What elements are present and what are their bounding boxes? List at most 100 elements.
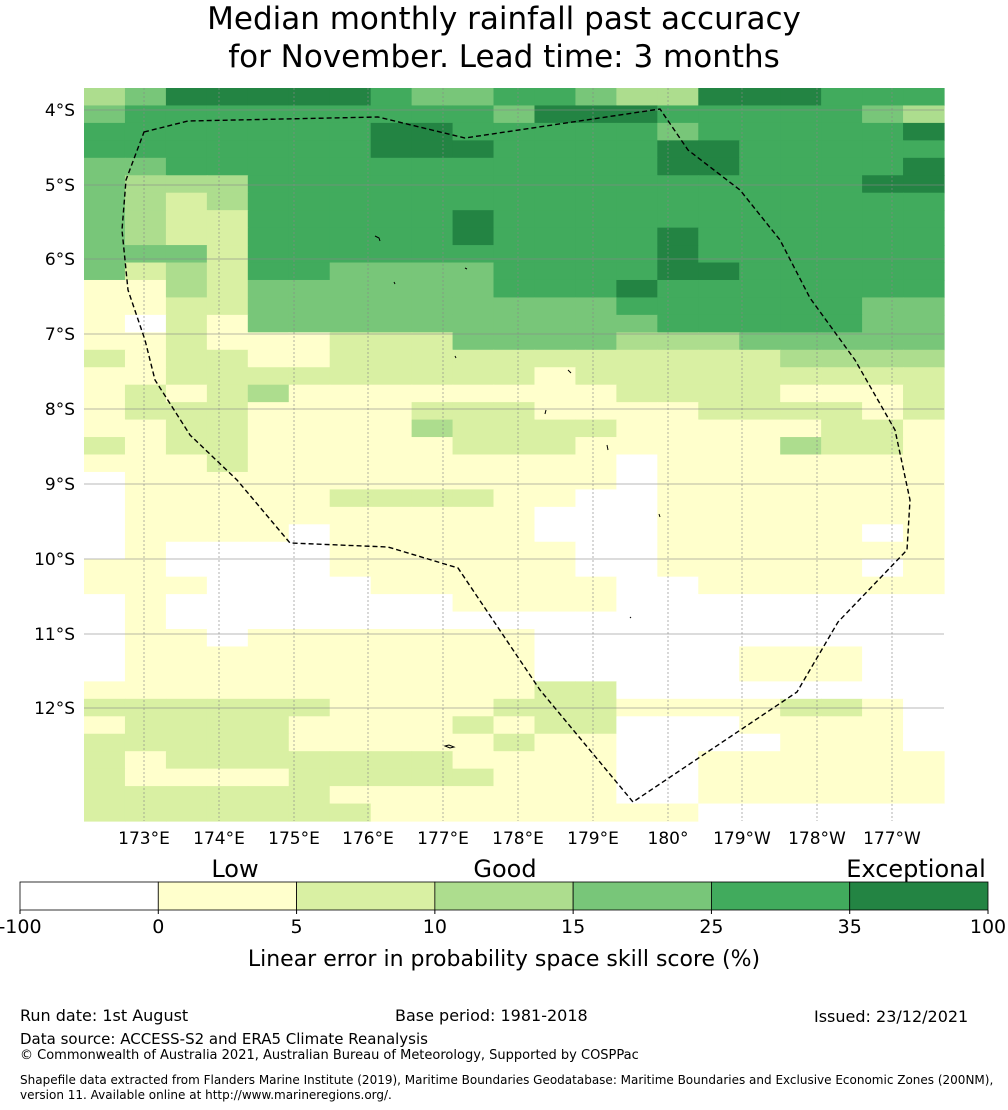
- grid-cell: [493, 786, 536, 805]
- grid-cell: [206, 751, 249, 770]
- grid-cell: [575, 88, 617, 107]
- grid-cell: [411, 629, 454, 648]
- grid-cell: [780, 437, 822, 456]
- grid-cell: [534, 559, 577, 578]
- grid-cell: [903, 332, 945, 351]
- grid-cell: [411, 559, 454, 578]
- grid-cell: [493, 471, 536, 490]
- grid-cell: [370, 471, 413, 490]
- grid-cell: [616, 279, 658, 299]
- grid-cell: [616, 297, 658, 316]
- grid-cell: [821, 262, 863, 281]
- grid-cell: [124, 716, 167, 735]
- grid-cell: [575, 803, 617, 822]
- legend-swatch: [19, 881, 159, 911]
- grid-cell: [616, 681, 658, 700]
- grid-cell: [288, 175, 331, 194]
- grid-cell: [739, 227, 781, 246]
- grid-cell: [84, 681, 126, 700]
- grid-cell: [657, 314, 699, 333]
- grid-cell: [329, 803, 372, 822]
- legend-swatch: [849, 881, 989, 911]
- grid-cell: [862, 559, 904, 578]
- grid-cell: [903, 716, 945, 735]
- grid-cell: [288, 716, 331, 735]
- grid-cell: [247, 733, 290, 752]
- grid-cell: [411, 786, 454, 805]
- grid-cell: [370, 297, 413, 316]
- grid-cell: [739, 611, 781, 630]
- grid-cell: [657, 349, 699, 368]
- grid-cell: [124, 524, 167, 543]
- grid-cell: [739, 768, 781, 787]
- grid-cell: [452, 611, 495, 630]
- grid-cell: [84, 122, 126, 141]
- grid-cell: [739, 663, 781, 682]
- grid-cell: [575, 786, 617, 805]
- grid-cell: [575, 210, 617, 229]
- legend-category-label: Good: [473, 855, 536, 883]
- grid-cell: [452, 768, 495, 787]
- grid-cell: [370, 314, 413, 333]
- grid-cell: [84, 646, 126, 665]
- grid-cell: [616, 122, 658, 141]
- grid-cell: [780, 349, 822, 368]
- grid-cell: [493, 629, 536, 648]
- grid-cell: [370, 559, 413, 578]
- grid-cell: [739, 559, 781, 578]
- grid-cell: [288, 576, 331, 595]
- grid-cell: [862, 786, 904, 805]
- grid-cell: [862, 454, 904, 473]
- grid-cell: [452, 594, 495, 613]
- grid-cell: [862, 629, 904, 648]
- grid-cell: [206, 175, 249, 194]
- grid-cell: [821, 576, 863, 595]
- grid-cell: [206, 541, 249, 560]
- grid-cell: [411, 262, 454, 281]
- grid-cell: [862, 349, 904, 368]
- grid-cell: [411, 122, 454, 141]
- grid-cell: [329, 751, 372, 770]
- grid-cell: [84, 786, 126, 805]
- grid-cell: [739, 576, 781, 595]
- grid-cell: [165, 140, 208, 159]
- grid-cell: [698, 192, 740, 211]
- grid-cell: [821, 367, 863, 386]
- grid-cell: [780, 402, 822, 421]
- grid-cell: [165, 611, 208, 630]
- grid-cell: [165, 157, 208, 176]
- grid-cell: [247, 803, 290, 822]
- grid-cell: [493, 122, 536, 141]
- grid-cell: [739, 419, 781, 438]
- legend-colorbar: [19, 881, 989, 911]
- grid-cell: [329, 768, 372, 787]
- grid-cell: [821, 611, 863, 630]
- grid-cell: [329, 733, 372, 752]
- grid-cell: [780, 681, 822, 700]
- grid-cell: [739, 489, 781, 508]
- grid-cell: [206, 716, 249, 735]
- grid-cell: [575, 419, 617, 438]
- grid-cell: [862, 384, 904, 403]
- grid-cell: [657, 262, 699, 281]
- grid-cell: [493, 454, 536, 473]
- grid-cell: [780, 594, 822, 613]
- grid-cell: [616, 454, 658, 473]
- grid-cell: [247, 786, 290, 805]
- grid-cell: [370, 367, 413, 386]
- latitude-label: 4°S: [45, 101, 75, 121]
- grid-cell: [165, 88, 208, 107]
- grid-cell: [84, 576, 126, 595]
- grid-cell: [124, 471, 167, 490]
- grid-cell: [616, 733, 658, 752]
- grid-cell: [821, 768, 863, 787]
- grid-cell: [821, 314, 863, 333]
- grid-cell: [903, 297, 945, 316]
- copyright-notice: © Commonwealth of Australia 2021, Austra…: [20, 1048, 639, 1063]
- grid-cell: [411, 454, 454, 473]
- grid-cell: [452, 122, 495, 141]
- grid-cell: [452, 646, 495, 665]
- legend-category-label: Exceptional: [846, 855, 986, 883]
- grid-cell: [247, 454, 290, 473]
- grid-cell: [903, 768, 945, 787]
